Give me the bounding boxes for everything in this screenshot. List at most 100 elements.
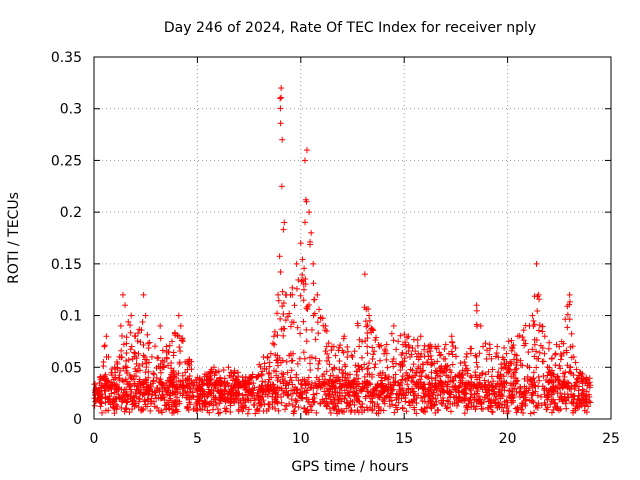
- data-point: [464, 406, 471, 413]
- data-point: [291, 407, 298, 414]
- data-point: [573, 379, 580, 386]
- data-point: [123, 350, 130, 357]
- data-point: [437, 382, 444, 389]
- data-point: [123, 334, 130, 341]
- data-point: [462, 362, 469, 369]
- data-point: [273, 357, 280, 364]
- data-point: [439, 394, 446, 401]
- data-point: [139, 361, 146, 368]
- data-point: [410, 378, 417, 385]
- data-point: [272, 394, 279, 401]
- data-point: [101, 343, 108, 350]
- data-point: [377, 370, 384, 377]
- data-point: [369, 355, 376, 362]
- data-point: [485, 395, 492, 402]
- data-point: [286, 400, 293, 407]
- data-point: [303, 305, 310, 312]
- data-point: [273, 389, 280, 396]
- data-point: [315, 360, 322, 367]
- data-point: [562, 369, 569, 376]
- data-point: [468, 374, 475, 381]
- data-point: [344, 390, 351, 397]
- data-point: [391, 409, 398, 416]
- data-point: [476, 350, 483, 357]
- data-point: [496, 393, 503, 400]
- data-point: [457, 360, 464, 367]
- data-point: [365, 379, 372, 386]
- data-point: [300, 280, 307, 287]
- data-point: [503, 350, 510, 357]
- data-point: [226, 389, 233, 396]
- data-point: [275, 291, 282, 298]
- data-point: [305, 374, 312, 381]
- data-point: [496, 404, 503, 411]
- data-point: [553, 403, 560, 410]
- data-point: [494, 343, 501, 350]
- data-point: [332, 384, 339, 391]
- data-point: [271, 341, 278, 348]
- data-point: [97, 374, 104, 381]
- data-point: [481, 382, 488, 389]
- data-point: [539, 328, 546, 335]
- data-point: [272, 351, 279, 358]
- data-point: [570, 372, 577, 379]
- data-point: [406, 399, 413, 406]
- data-point: [160, 364, 167, 371]
- data-point: [266, 376, 273, 383]
- data-point: [559, 396, 566, 403]
- data-point: [410, 361, 417, 368]
- data-point: [159, 388, 166, 395]
- data-point: [417, 354, 424, 361]
- data-point: [371, 348, 378, 355]
- data-point: [428, 375, 435, 382]
- data-point: [253, 374, 260, 381]
- data-point: [531, 353, 538, 360]
- data-point: [277, 378, 284, 385]
- data-point: [265, 381, 272, 388]
- data-point: [386, 403, 393, 410]
- data-point: [413, 410, 420, 417]
- data-point: [163, 355, 170, 362]
- data-point: [145, 374, 152, 381]
- data-point: [385, 386, 392, 393]
- data-point: [501, 344, 508, 351]
- data-point: [364, 343, 371, 350]
- data-point: [271, 328, 278, 335]
- data-point: [480, 343, 487, 350]
- data-point: [577, 370, 584, 377]
- data-point: [485, 379, 492, 386]
- data-point: [322, 348, 329, 355]
- data-point: [270, 367, 277, 374]
- data-point: [572, 359, 579, 366]
- data-point: [119, 291, 126, 298]
- data-point: [275, 374, 282, 381]
- data-point: [212, 384, 219, 391]
- data-point: [310, 312, 317, 319]
- data-point: [568, 386, 575, 393]
- data-point: [218, 381, 225, 388]
- data-point: [109, 372, 116, 379]
- data-point: [532, 403, 539, 410]
- data-point: [313, 390, 320, 397]
- data-point: [278, 399, 285, 406]
- data-point: [190, 394, 197, 401]
- data-point: [530, 375, 537, 382]
- data-point: [159, 357, 166, 364]
- data-point: [147, 407, 154, 414]
- data-point: [571, 382, 578, 389]
- data-point: [583, 374, 590, 381]
- data-point: [378, 384, 385, 391]
- data-point: [125, 318, 132, 325]
- data-point: [222, 383, 229, 390]
- data-point: [375, 390, 382, 397]
- data-point: [417, 333, 424, 340]
- data-point: [303, 326, 310, 333]
- data-point: [292, 384, 299, 391]
- data-point: [293, 399, 300, 406]
- data-point: [265, 370, 272, 377]
- data-point: [158, 395, 165, 402]
- data-point: [308, 407, 315, 414]
- data-point: [464, 381, 471, 388]
- data-point: [544, 364, 551, 371]
- data-point: [177, 322, 184, 329]
